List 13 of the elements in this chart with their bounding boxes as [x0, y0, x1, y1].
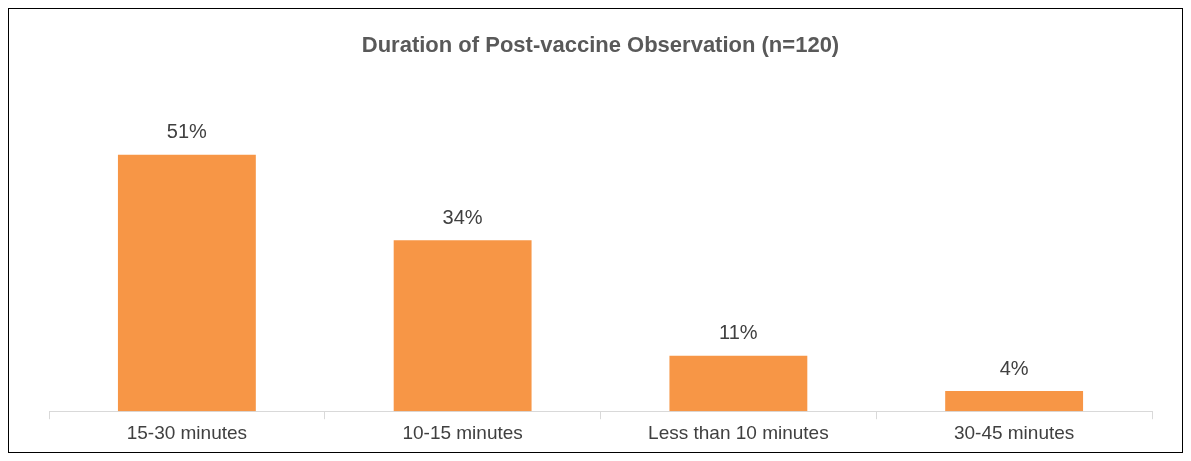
bar — [669, 355, 808, 412]
bar — [945, 391, 1084, 412]
x-tick-label: Less than 10 minutes — [648, 421, 829, 443]
data-label: 4% — [999, 356, 1029, 379]
bar — [393, 240, 532, 412]
chart-title: Duration of Post-vaccine Observation (n=120) — [361, 32, 840, 58]
data-label: 34% — [442, 205, 483, 228]
bar — [117, 154, 256, 412]
data-label: 51% — [166, 120, 208, 143]
x-tick-label: 10-15 minutes — [402, 421, 523, 443]
x-tick-label: 30-45 minutes — [953, 421, 1075, 443]
x-tick-label: 15-30 minutes — [126, 421, 248, 443]
data-label: 11% — [719, 321, 758, 344]
